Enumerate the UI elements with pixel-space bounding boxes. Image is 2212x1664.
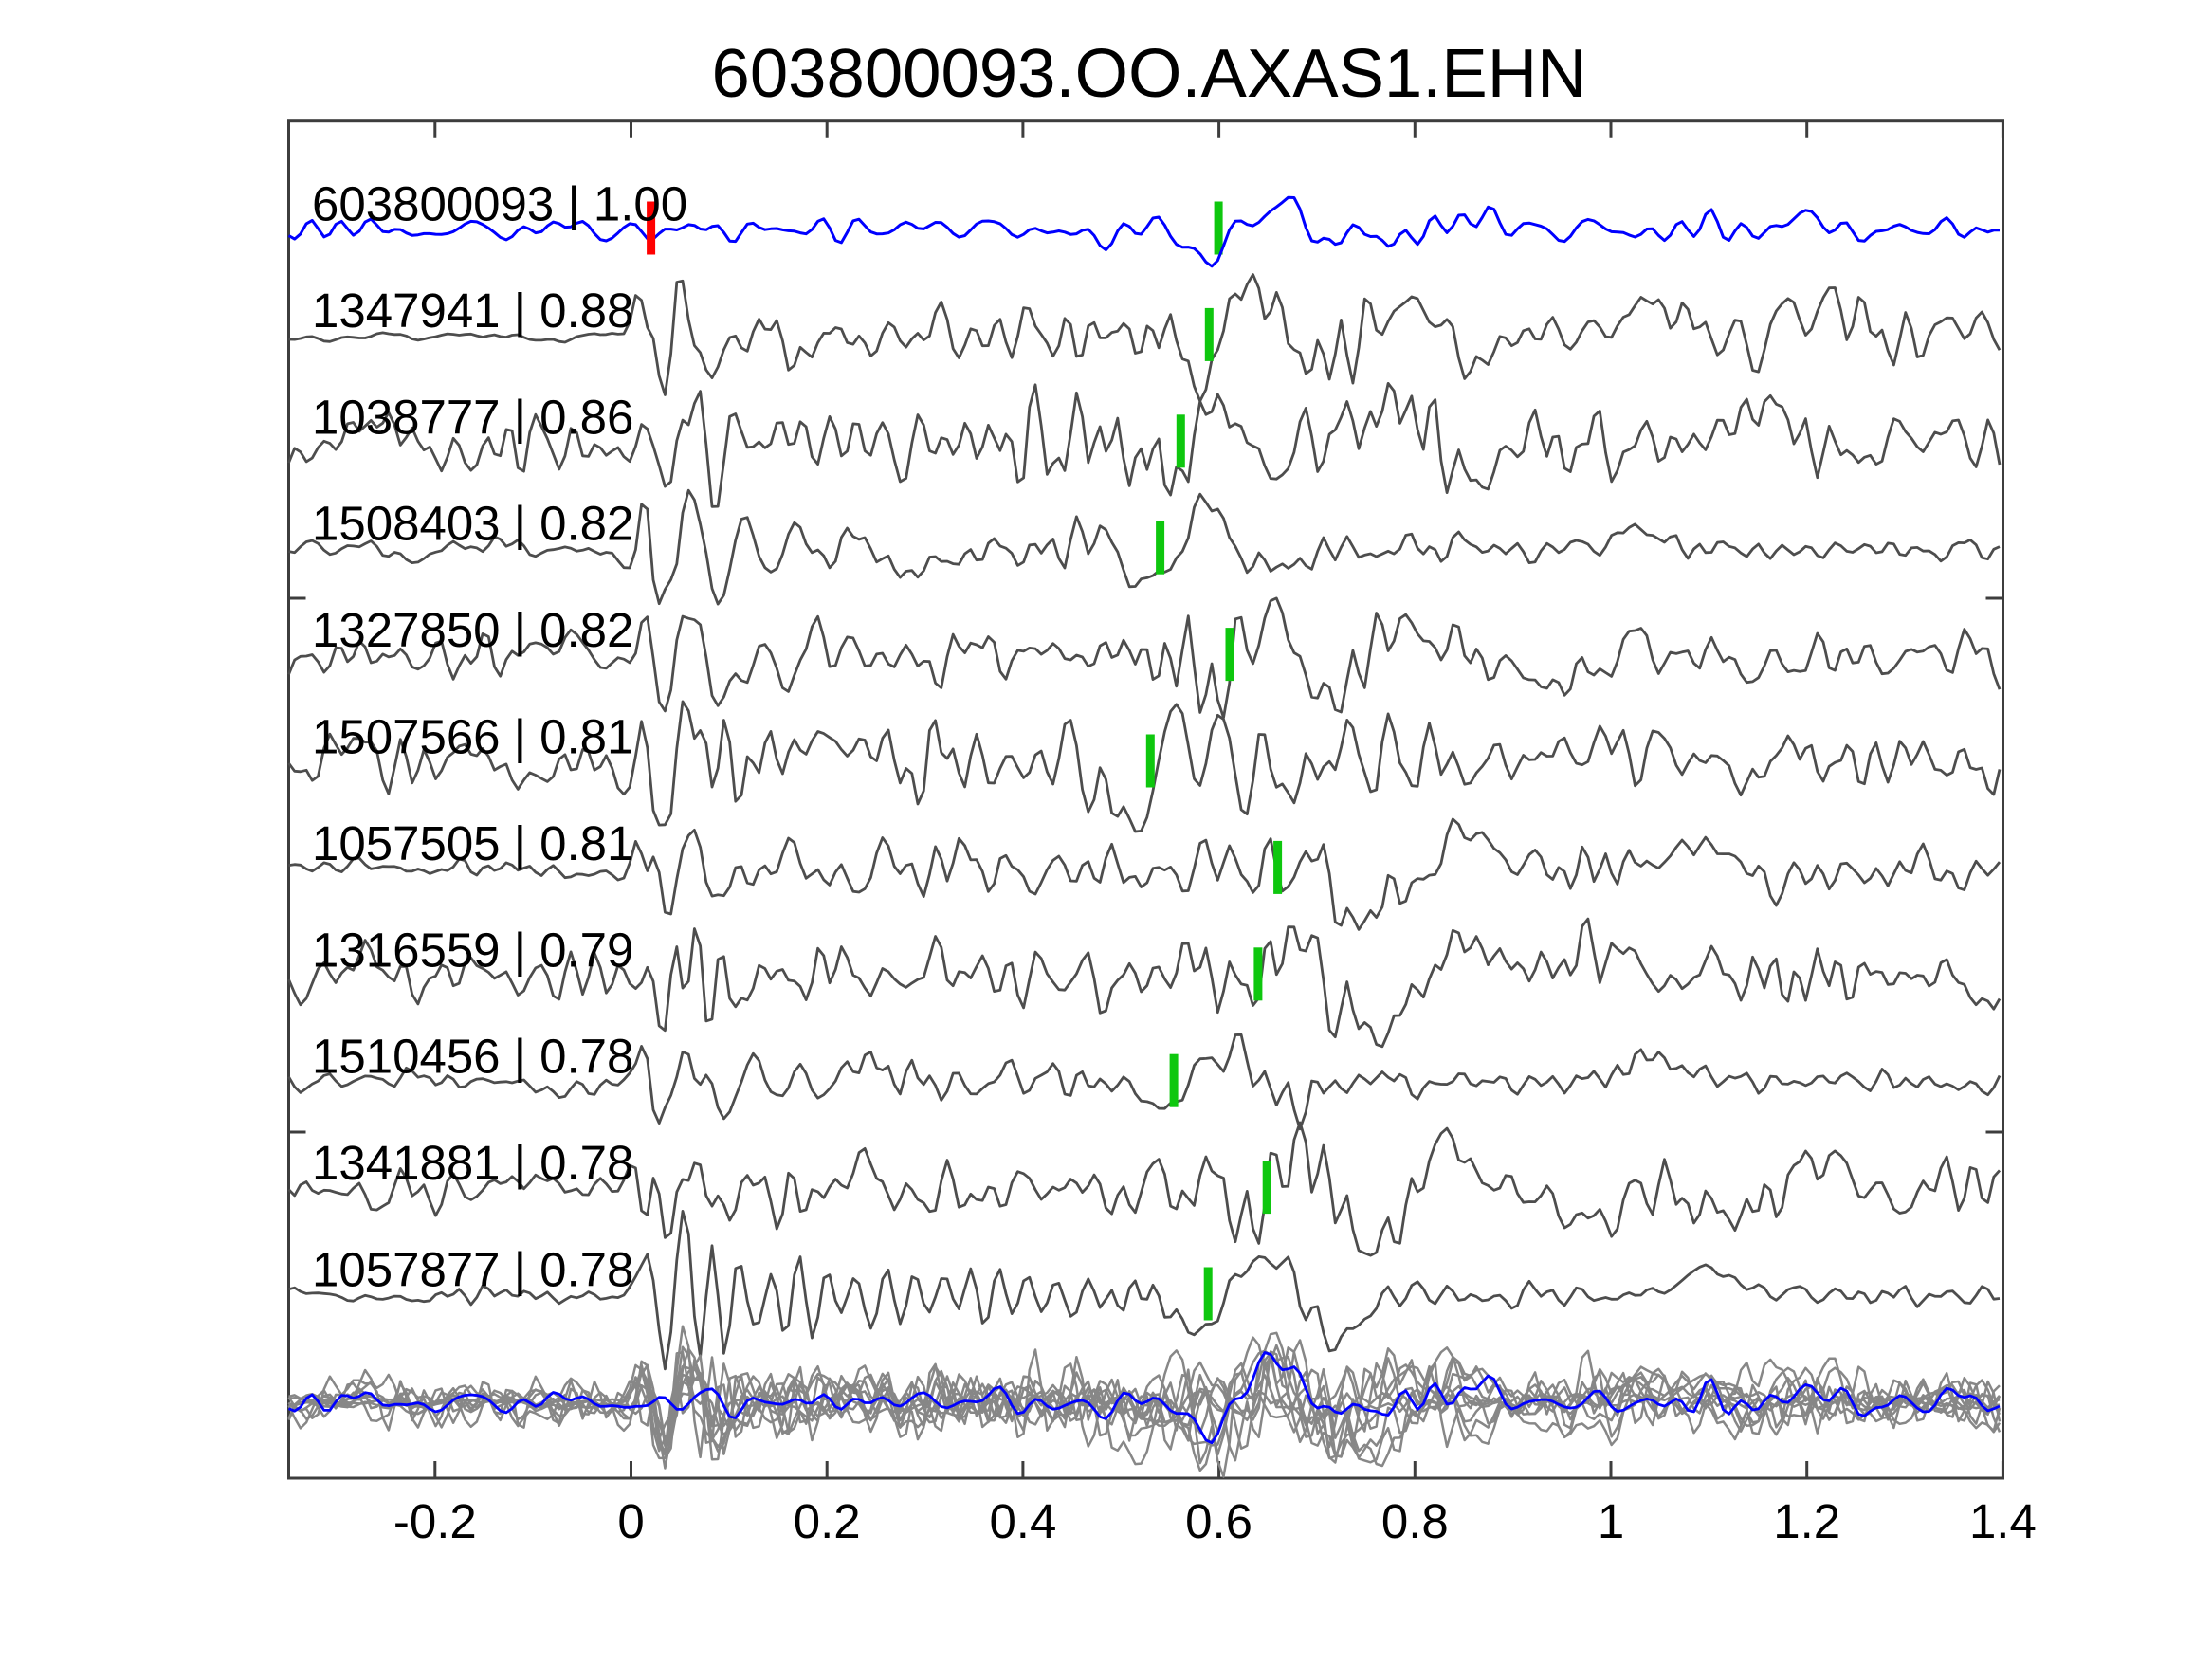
svg-text:1341881 | 0.78: 1341881 | 0.78 [312,1136,633,1190]
svg-text:1508403 | 0.82: 1508403 | 0.82 [312,497,633,551]
svg-text:1327850 | 0.82: 1327850 | 0.82 [312,603,633,657]
svg-text:0.2: 0.2 [794,1494,861,1548]
svg-text:1038777 | 0.86: 1038777 | 0.86 [312,390,633,444]
svg-text:0.6: 0.6 [1185,1494,1252,1548]
svg-text:603800093 | 1.00: 603800093 | 1.00 [312,177,687,231]
svg-text:0: 0 [617,1494,644,1548]
svg-text:1507566 | 0.81: 1507566 | 0.81 [312,710,633,764]
svg-text:1057877 | 0.78: 1057877 | 0.78 [312,1243,633,1297]
svg-text:1: 1 [1598,1494,1624,1548]
svg-text:1316559 | 0.79: 1316559 | 0.79 [312,923,633,977]
svg-text:-0.2: -0.2 [393,1494,477,1548]
svg-text:1.4: 1.4 [1969,1494,2037,1548]
svg-text:1057505 | 0.81: 1057505 | 0.81 [312,816,633,870]
svg-text:1347941 | 0.88: 1347941 | 0.88 [312,283,633,338]
svg-text:1510456 | 0.78: 1510456 | 0.78 [312,1030,633,1084]
svg-text:1.2: 1.2 [1773,1494,1840,1548]
svg-text:603800093.OO.AXAS1.EHN: 603800093.OO.AXAS1.EHN [712,35,1587,112]
svg-text:0.8: 0.8 [1381,1494,1449,1548]
svg-text:0.4: 0.4 [989,1494,1056,1548]
